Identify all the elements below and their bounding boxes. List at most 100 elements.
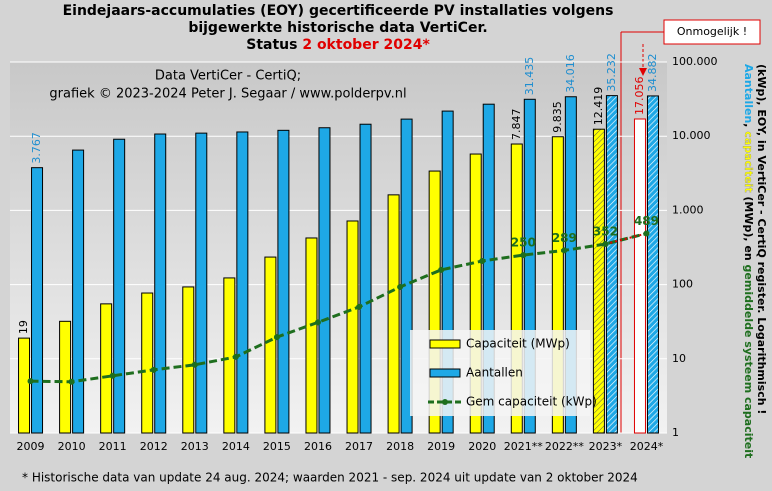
x-tick-label: 2016 xyxy=(304,440,332,453)
line-point xyxy=(520,252,527,259)
data-label: 352 xyxy=(593,225,618,239)
bar xyxy=(72,149,85,434)
line-point xyxy=(273,334,280,341)
bar xyxy=(605,95,618,434)
data-label: 34.882 xyxy=(646,53,659,92)
bar xyxy=(510,143,523,434)
x-tick-label: 2010 xyxy=(58,440,86,453)
projection-segment xyxy=(605,232,647,246)
bar xyxy=(195,132,208,434)
chart-title: Eindejaars-accumulaties (EOY) gecertific… xyxy=(63,3,614,19)
bar xyxy=(31,167,44,434)
data-label: 31.435 xyxy=(523,57,536,96)
legend-swatch xyxy=(429,339,461,349)
y-tick-label: 1.000 xyxy=(672,203,704,216)
bar xyxy=(264,256,277,434)
y-tick-label: 10.000 xyxy=(672,129,711,142)
y-axis-title-part: gemiddelde systeem capaciteit xyxy=(742,265,755,459)
title-text: Status xyxy=(246,37,297,53)
bar xyxy=(400,118,413,434)
bar xyxy=(100,303,113,434)
callout-box xyxy=(663,19,761,45)
legend-label: Capaciteit (MWp) xyxy=(466,337,570,351)
line-point xyxy=(109,372,116,379)
bar xyxy=(646,95,659,434)
annotation: Data VertiCer - CertiQ; xyxy=(155,69,301,84)
y-axis-title-part: (MWp), en xyxy=(742,193,755,265)
title-date: 2 oktober 2024* xyxy=(302,37,430,53)
bar xyxy=(469,153,482,434)
x-tick-label: 2021** xyxy=(504,440,543,453)
data-label: 19 xyxy=(17,320,30,334)
y-tick-label: 100 xyxy=(672,278,693,291)
data-label: 7.847 xyxy=(510,109,523,141)
legend: Capaciteit (MWp) Aantallen Gem capaciteit … xyxy=(410,330,597,416)
y-axis-title: Aantallen, capaciteit (MWp), en gemiddel… xyxy=(742,64,755,458)
chart-title: bijgewerkte historische data VertiCer. xyxy=(188,20,487,36)
line-point xyxy=(397,283,404,290)
callout-arrowhead xyxy=(639,68,647,76)
x-tick-label: 2012 xyxy=(140,440,168,453)
bar xyxy=(592,128,605,434)
data-label: 289 xyxy=(552,231,577,245)
x-tick-label: 2011 xyxy=(99,440,127,453)
data-label: 489 xyxy=(634,214,659,228)
footnote: * Historische data van update 24 aug. 20… xyxy=(22,471,638,485)
y-axis-title-part: (kWp), EOY, in VertiCer - CertiQ registe… xyxy=(755,64,768,414)
legend-swatch xyxy=(429,368,461,378)
line-point xyxy=(602,241,609,248)
data-label: 17.056 xyxy=(633,76,646,115)
bar xyxy=(318,127,331,434)
bar xyxy=(305,237,318,434)
x-tick-label: 2023* xyxy=(589,440,623,453)
x-tick-label: 2015 xyxy=(263,440,291,453)
data-label: 3.767 xyxy=(30,132,43,164)
legend-label: Aantallen xyxy=(466,366,523,380)
bar xyxy=(59,320,72,434)
line-point xyxy=(191,361,198,368)
x-tick-label: 2009 xyxy=(17,440,45,453)
data-label: 250 xyxy=(511,236,536,250)
line-point xyxy=(561,247,568,254)
x-tick-label: 2024* xyxy=(630,440,664,453)
bar xyxy=(182,286,195,434)
line-point xyxy=(479,257,486,264)
bar xyxy=(387,194,400,434)
bar xyxy=(141,292,154,434)
line-point xyxy=(438,266,445,273)
line-point xyxy=(150,366,157,373)
y-tick-label: 10 xyxy=(672,352,686,365)
bar xyxy=(154,133,167,434)
bar xyxy=(551,136,564,434)
y-axis-title-part: capaciteit xyxy=(742,131,755,192)
annotation: grafiek © 2023-2024 Peter J. Segaar / ww… xyxy=(49,87,406,102)
x-tick-label: 2013 xyxy=(181,440,209,453)
callout: Onmogelijk ! xyxy=(677,25,747,38)
x-tick-label: 2022** xyxy=(545,440,584,453)
y-axis-title: (kWp), EOY, in VertiCer - CertiQ registe… xyxy=(755,64,768,414)
line-point xyxy=(356,303,363,310)
x-tick-label: 2017 xyxy=(345,440,373,453)
line-point xyxy=(68,378,75,385)
x-tick-label: 2019 xyxy=(427,440,455,453)
bar xyxy=(359,123,372,434)
bar xyxy=(223,277,236,434)
line-point xyxy=(314,319,321,326)
bar xyxy=(277,129,290,434)
y-tick-label: 100.000 xyxy=(672,55,718,68)
y-axis-title-part: Aantallen xyxy=(742,64,755,123)
data-label: 9.835 xyxy=(551,101,564,133)
legend-swatch xyxy=(442,399,448,405)
legend-label: Gem capaciteit (kWp) xyxy=(466,395,597,409)
bar xyxy=(236,131,249,434)
bar xyxy=(113,138,126,434)
bar xyxy=(428,170,441,434)
bar xyxy=(18,337,31,434)
data-label: 12.419 xyxy=(592,87,605,126)
line xyxy=(30,232,647,384)
chart-title: Status 2 oktober 2024* xyxy=(246,37,430,53)
line-point xyxy=(232,353,239,360)
bar xyxy=(523,98,536,434)
